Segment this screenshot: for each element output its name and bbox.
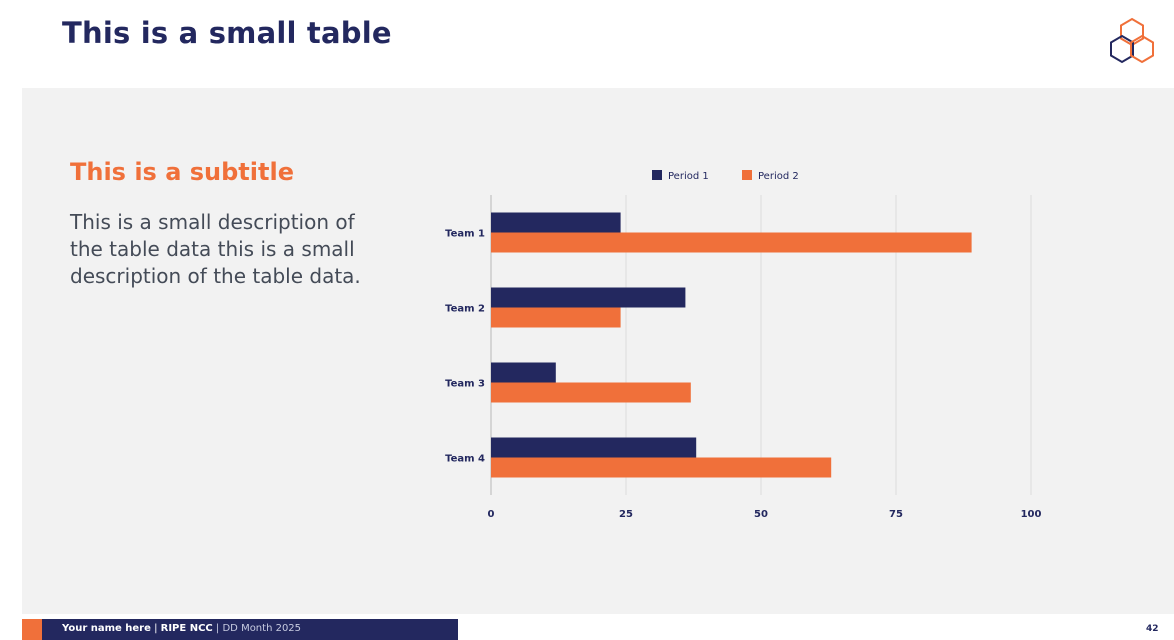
footer-org: RIPE NCC [160,623,213,634]
bar-period-1 [491,287,686,308]
x-tick-label: 25 [619,509,633,520]
bar-chart: 0 25 50 75 100 Team 1 Team 2 Team 3 Team 4 Period… [445,170,1042,520]
x-tick-label: 75 [889,509,903,520]
x-tick-label: 50 [754,509,768,520]
footer-accent [22,619,42,640]
footer-separator: | [150,623,161,634]
legend-swatch [652,170,662,180]
legend-label: Period 1 [668,171,709,182]
y-category-label: Team 3 [445,379,485,390]
hexagon-cluster-logo-icon [1110,17,1154,64]
footer-name: Your name here [62,623,151,634]
footer-separator: | [212,623,223,634]
slide-description: This is a small description of the table… [70,210,361,288]
slide-title: This is a small table [62,16,392,50]
bar-period-2 [491,457,832,478]
x-tick-label: 100 [1021,509,1042,520]
bar-period-2 [491,382,691,403]
page-number: 42 [1146,624,1159,634]
legend-swatch [742,170,752,180]
footer-text: Your name here | RIPE NCC | DD Month 202… [62,623,301,634]
y-category-label: Team 1 [445,229,485,240]
bar-period-1 [491,212,621,233]
slide-subtitle: This is a subtitle [70,158,294,186]
bar-period-1 [491,437,697,458]
y-category-label: Team 4 [445,454,485,465]
footer-bar [22,619,458,640]
bar-period-2 [491,232,972,253]
y-category-label: Team 2 [445,304,485,315]
bar-period-1 [491,362,556,383]
content-panel [22,88,1174,614]
footer-date: DD Month 2025 [222,623,302,634]
legend-label: Period 2 [758,171,799,182]
bar-period-2 [491,307,621,328]
x-tick-label: 0 [488,509,495,520]
